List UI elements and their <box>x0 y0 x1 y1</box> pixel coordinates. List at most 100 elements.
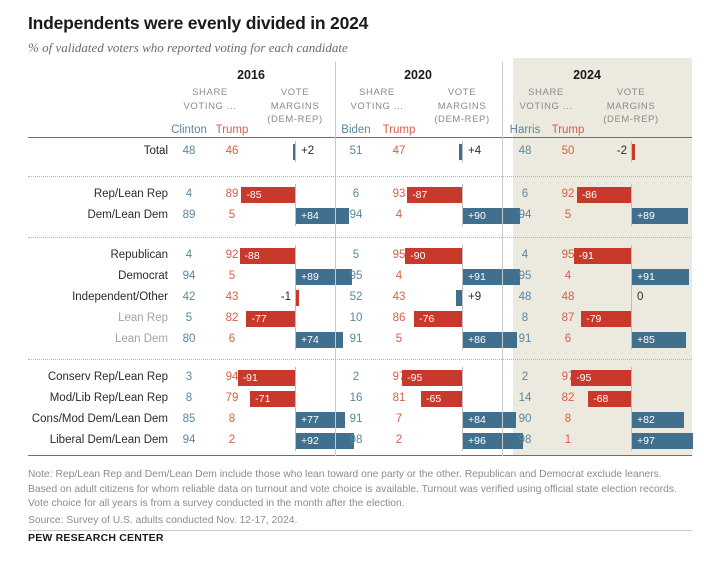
margin-axis-line <box>631 266 632 287</box>
margin-axis-line <box>462 430 463 451</box>
margin-label: 0 <box>637 291 644 303</box>
table-row: Cons/Mod Dem/Lean Dem 85 8 +77 91 7 +84 90 8 +82 <box>0 409 704 430</box>
table-row: Mod/Lib Rep/Lean Rep 8 79 -71 16 81 -65 14 82 -68 <box>0 388 704 409</box>
margin-bar: -79 <box>581 311 631 327</box>
margin-bar: +77 <box>296 412 345 428</box>
margin-bar: -95 <box>571 370 631 386</box>
table-row: Rep/Lean Rep 4 89 -85 6 93 -87 6 92 -86 <box>0 184 704 205</box>
margin-bar <box>296 290 299 306</box>
header-candidate-rep-2024: Trump <box>551 124 585 136</box>
row-label: Liberal Dem/Lean Dem <box>49 434 168 446</box>
margin-bar: +92 <box>296 433 354 449</box>
margin-axis-line <box>295 287 296 308</box>
row-label: Lean Dem <box>114 333 168 345</box>
value-dem: 10 <box>349 312 363 324</box>
value-rep: 6 <box>228 333 236 345</box>
value-dem: 3 <box>185 371 193 383</box>
value-dem: 94 <box>182 270 196 282</box>
value-dem: 5 <box>185 312 193 324</box>
value-dem: 16 <box>349 392 363 404</box>
margin-axis-line <box>295 409 296 430</box>
value-rep: 89 <box>225 188 239 200</box>
margin-bar: -86 <box>576 187 631 203</box>
value-dem: 2 <box>352 371 360 383</box>
row-label: Conserv Rep/Lean Rep <box>47 371 168 383</box>
row-label: Independent/Other <box>72 291 168 303</box>
value-dem: 42 <box>182 291 196 303</box>
margin-bar: +90 <box>463 208 520 224</box>
margin-bar: -77 <box>246 311 295 327</box>
margin-label: +4 <box>468 145 482 157</box>
margin-bar: +84 <box>463 412 516 428</box>
value-rep: 4 <box>395 270 403 282</box>
value-dem: 91 <box>349 413 363 425</box>
value-rep: 47 <box>392 145 406 157</box>
table-row: Lean Dem 80 6 +74 91 5 +86 91 6 +85 <box>0 329 704 350</box>
margin-axis-line <box>295 184 296 205</box>
row-label: Democrat <box>118 270 168 282</box>
margin-axis-line <box>631 308 632 329</box>
margin-bar: -91 <box>237 370 295 386</box>
value-rep: 87 <box>561 312 575 324</box>
value-rep: 7 <box>395 413 403 425</box>
value-dem: 94 <box>518 209 532 221</box>
margin-bar: -88 <box>239 248 295 264</box>
margin-bar: +85 <box>632 332 686 348</box>
footer-divider <box>28 530 692 531</box>
row-label: Mod/Lib Rep/Lean Rep <box>49 392 168 404</box>
header-candidate-rep-2016: Trump <box>215 124 249 136</box>
value-rep: 2 <box>228 434 236 446</box>
margin-axis-line <box>631 287 632 308</box>
value-dem: 95 <box>518 270 532 282</box>
margin-axis-line <box>295 430 296 451</box>
value-rep: 95 <box>561 249 575 261</box>
value-rep: 8 <box>564 413 572 425</box>
margin-axis-line <box>631 409 632 430</box>
value-dem: 51 <box>349 145 363 157</box>
value-dem: 98 <box>518 434 532 446</box>
margin-bar: +97 <box>632 433 694 449</box>
value-dem: 80 <box>182 333 196 345</box>
margin-bar <box>292 144 295 160</box>
header-vote-margins-2020: VOTE MARGINS (DEM-REP) <box>434 87 490 125</box>
column-year-2020: 2020 <box>404 68 432 82</box>
chart-note: Note: Rep/Lean Rep and Dem/Lean Dem incl… <box>28 469 677 509</box>
table-row: Conserv Rep/Lean Rep 3 94 -91 2 97 -95 2 97 -95 <box>0 367 704 388</box>
chart-source: Source: Survey of U.S. adults conducted … <box>28 515 298 526</box>
margin-axis-line <box>462 266 463 287</box>
header-candidate-dem-2024: Harris <box>509 124 541 136</box>
margin-bar: -85 <box>241 187 295 203</box>
value-rep: 4 <box>395 209 403 221</box>
page-subtitle: % of validated voters who reported votin… <box>28 40 348 55</box>
value-dem: 85 <box>182 413 196 425</box>
table-row: Liberal Dem/Lean Dem 94 2 +92 98 2 +96 98 1 +97 <box>0 430 704 451</box>
value-dem: 5 <box>352 249 360 261</box>
value-dem: 91 <box>349 333 363 345</box>
value-rep: 95 <box>392 249 406 261</box>
value-dem: 8 <box>521 312 529 324</box>
margin-axis-line <box>295 308 296 329</box>
margin-axis-line <box>462 184 463 205</box>
margin-bar: +91 <box>463 269 521 285</box>
value-rep: 5 <box>395 333 403 345</box>
margin-bar <box>456 290 462 306</box>
value-rep: 94 <box>225 371 239 383</box>
margin-bar: -91 <box>573 248 631 264</box>
margin-axis-line <box>295 141 296 162</box>
value-rep: 5 <box>228 209 236 221</box>
margin-bar: -68 <box>588 391 631 407</box>
value-dem: 89 <box>182 209 196 221</box>
value-dem: 2 <box>521 371 529 383</box>
margin-bar: -95 <box>402 370 462 386</box>
value-rep: 93 <box>392 188 406 200</box>
margin-axis-line <box>462 205 463 226</box>
margin-label: +2 <box>301 145 315 157</box>
row-label: Rep/Lean Rep <box>93 188 168 200</box>
margin-axis-line <box>462 388 463 409</box>
value-rep: 92 <box>561 188 575 200</box>
value-dem: 4 <box>521 249 529 261</box>
margin-axis-line <box>295 367 296 388</box>
header-vote-margins-2024: VOTE MARGINS (DEM-REP) <box>603 87 659 125</box>
margin-axis-line <box>295 205 296 226</box>
header-vote-margins-2016: VOTE MARGINS (DEM-REP) <box>267 87 323 125</box>
